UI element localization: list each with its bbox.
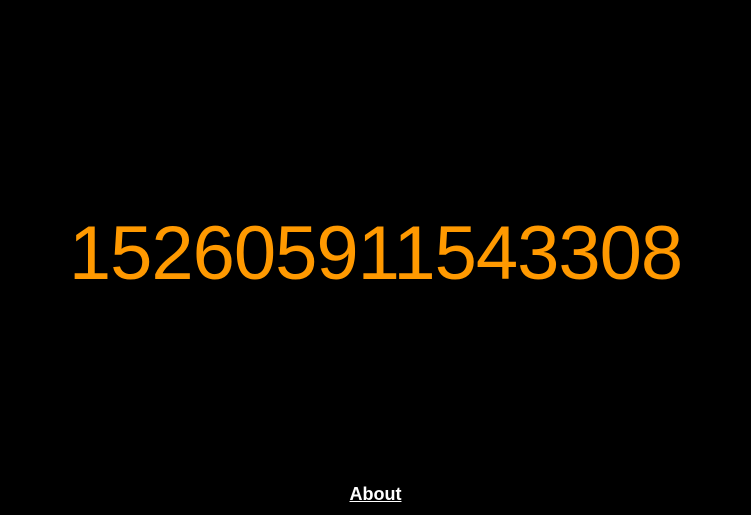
counter-display: 152605911543308 bbox=[68, 211, 683, 296]
about-link[interactable]: About bbox=[349, 484, 402, 504]
